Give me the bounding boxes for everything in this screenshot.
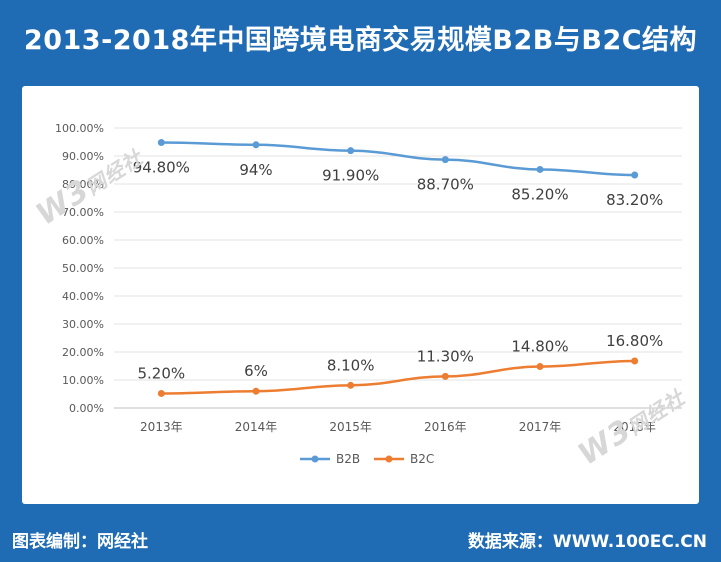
series-line-b2c	[161, 359, 635, 395]
data-label-b2c: 8.10%	[327, 356, 375, 374]
legend-marker-b2c	[385, 455, 393, 463]
x-tick-label: 2016年	[424, 420, 467, 434]
series-line-b2b	[161, 141, 635, 177]
chart-panel: 0.00% 10.00% 20.00% 30.00% 40.00% 50.00% 60.00…	[22, 86, 699, 504]
data-point-b2c	[157, 389, 165, 397]
x-tick-label: 2014年	[235, 420, 278, 434]
data-point-b2b	[347, 147, 355, 155]
footer-source: 数据来源：WWW.100EC.CN	[467, 532, 707, 552]
x-tick-label: 2013年	[140, 420, 183, 434]
data-label-b2b: 94%	[239, 161, 272, 179]
footer: 图表编制：网经社 数据来源：WWW.100EC.CN	[0, 514, 721, 562]
y-tick-label: 100.00%	[55, 122, 104, 135]
y-tick-label: 30.00%	[62, 318, 104, 331]
data-label-b2c: 11.30%	[417, 347, 474, 365]
data-label-b2b: 88.70%	[417, 176, 474, 194]
legend-label-b2c: B2C	[410, 452, 434, 466]
y-tick-label: 40.00%	[62, 290, 104, 303]
y-tick-label: 60.00%	[62, 234, 104, 247]
y-tick-label: 50.00%	[62, 262, 104, 275]
series-layer	[157, 139, 639, 397]
x-tick-label: 2015年	[329, 420, 372, 434]
data-point-b2c	[347, 381, 355, 389]
data-label-b2c: 16.80%	[606, 332, 663, 350]
data-label-b2c: 14.80%	[511, 338, 568, 356]
line-chart: 0.00% 10.00% 20.00% 30.00% 40.00% 50.00% 60.00…	[55, 122, 682, 466]
x-tick-label: 2017年	[519, 420, 562, 434]
y-tick-label: 70.00%	[62, 206, 104, 219]
data-point-b2b	[536, 165, 544, 173]
data-point-b2c	[536, 363, 544, 371]
x-tick-label: 2018年	[613, 420, 656, 434]
data-point-b2c	[441, 372, 449, 380]
page-title: 2013-2018年中国跨境电商交易规模B2B与B2C结构	[0, 0, 721, 74]
grid-lines	[114, 127, 682, 409]
legend-label-b2b: B2B	[336, 452, 360, 466]
data-point-b2b	[157, 139, 165, 147]
data-point-b2b	[631, 171, 639, 179]
data-label-b2b: 91.90%	[322, 167, 379, 185]
y-tick-label: 20.00%	[62, 346, 104, 359]
legend-marker-b2b	[311, 455, 319, 463]
data-labels: 94.80% 94% 91.90% 88.70% 85.20% 83.20% 5.20% 6%…	[133, 159, 664, 383]
data-label-b2b: 83.20%	[606, 191, 663, 209]
footer-credit: 图表编制：网经社	[12, 532, 148, 552]
y-tick-label: 10.00%	[62, 374, 104, 387]
data-point-b2c	[252, 387, 260, 395]
page-title-text: 2013-2018年中国跨境电商交易规模B2B与B2C结构	[23, 24, 698, 56]
x-axis-ticks: 2013年 2014年 2015年 2016年 2017年 2018年	[140, 420, 656, 434]
y-tick-label: 90.00%	[62, 150, 104, 163]
y-axis-ticks: 0.00% 10.00% 20.00% 30.00% 40.00% 50.00% 60.00…	[55, 122, 104, 415]
data-label-b2c: 6%	[244, 362, 268, 380]
legend: B2B B2C	[300, 452, 434, 466]
data-label-b2b: 85.20%	[511, 185, 568, 203]
data-label-b2b: 94.80%	[133, 159, 190, 177]
data-point-b2b	[252, 141, 260, 149]
y-tick-label: 0.00%	[69, 402, 104, 415]
data-label-b2c: 5.20%	[138, 364, 186, 382]
data-point-b2b	[441, 156, 449, 164]
y-tick-label: 80.00%	[62, 178, 104, 191]
data-point-b2c	[631, 357, 639, 365]
